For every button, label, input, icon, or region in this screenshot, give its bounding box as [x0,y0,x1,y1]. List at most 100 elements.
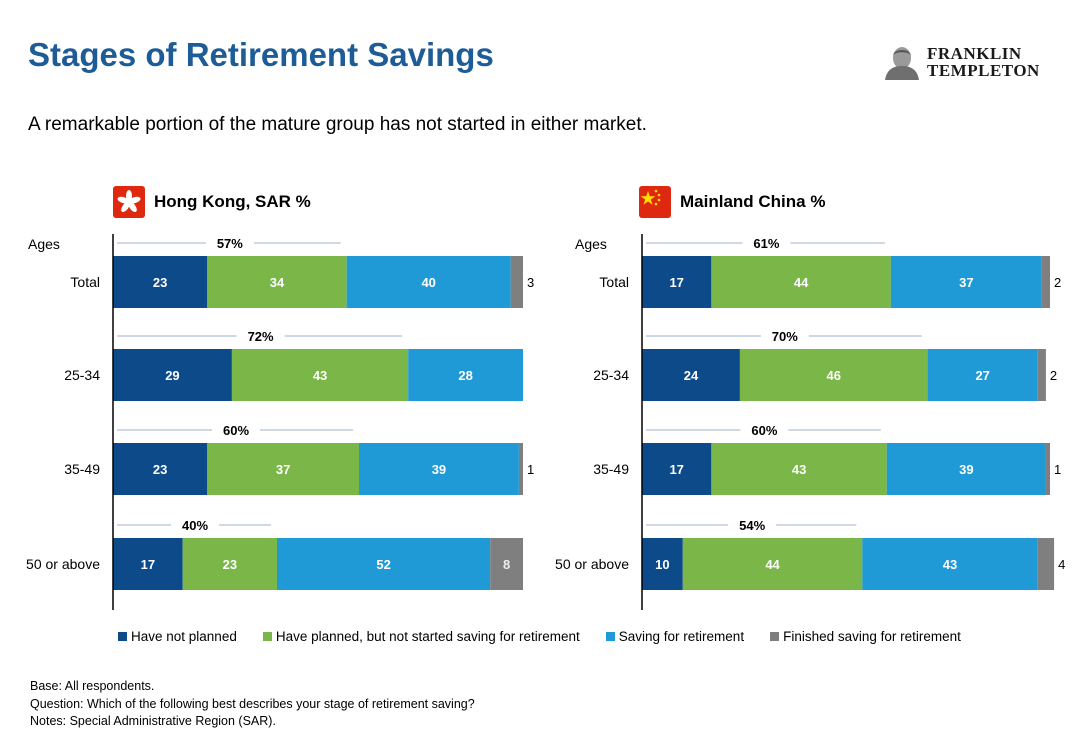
footnote-question: Question: Which of the following best de… [30,696,475,711]
data-label: 23 [153,462,167,477]
logo-line-1: FRANKLIN [927,44,1022,63]
cumulative-annotation: 61% [753,236,779,251]
page-subtitle: A remarkable portion of the mature group… [28,114,647,135]
data-label: 24 [684,368,699,383]
bar-segment-saving [346,256,511,308]
bar-segment-saving [359,443,519,495]
bar-segment-saving [886,443,1046,495]
chart-legend: Have not planned Have planned, but not s… [118,629,987,644]
data-label: 43 [313,368,327,383]
data-label: 23 [153,275,167,290]
legend-item-planned-not-started: Have planned, but not started saving for… [262,629,580,644]
bar-segment-have-not-planned [113,349,232,401]
bar-segment-have-not-planned [642,256,712,308]
bar-segment-finished [490,538,523,590]
cumulative-annotation: 60% [751,423,777,438]
bar-segment-saving [862,538,1038,590]
data-label: 8 [503,557,510,572]
bar-segment-planned-not-started [739,349,928,401]
data-label: 3 [527,275,534,290]
bar-segment-planned-not-started [207,256,347,308]
bar-segment-have-not-planned [642,443,712,495]
data-label: 44 [794,275,809,290]
cumulative-annotation: 40% [182,518,208,533]
category-label: 50 or above [26,556,100,572]
bar-segment-have-not-planned [113,256,208,308]
data-label: 39 [959,462,973,477]
bar-segment-have-not-planned [113,443,208,495]
data-label: 2 [1054,275,1061,290]
footnotes: Base: All respondents. Question: Which o… [30,678,475,731]
bar-segment-have-not-planned [642,349,740,401]
data-label: 34 [270,275,285,290]
footnote-base: Base: All respondents. [30,679,155,693]
bar-segment-finished [1045,443,1050,495]
data-label: 43 [792,462,806,477]
data-label: 37 [959,275,973,290]
legend-item-saving: Saving for retirement [605,629,745,644]
legend-label: Have planned, but not started saving for… [275,629,580,644]
bar-segment-planned-not-started [682,538,863,590]
bar-segment-planned-not-started [207,443,359,495]
cumulative-annotation: 54% [739,518,765,533]
ages-axis-label: Ages [28,236,60,252]
data-label: 43 [943,557,957,572]
data-label: 17 [141,557,155,572]
legend-label: Saving for retirement [618,629,745,644]
bar-segment-finished [518,443,523,495]
bar-segment-planned-not-started [231,349,409,401]
legend-swatch [605,632,615,641]
bar-segment-planned-not-started [711,443,887,495]
category-label: 25-34 [593,367,629,383]
category-label: Total [70,274,100,290]
bar-segment-finished [1037,349,1046,401]
legend-item-finished: Finished saving for retirement [770,629,961,644]
page-title: Stages of Retirement Savings [28,36,494,73]
data-label: 27 [975,368,989,383]
bar-segment-saving [408,349,523,401]
bar-segment-planned-not-started [182,538,277,590]
bar-segment-saving [927,349,1038,401]
legend-label: Have not planned [131,629,237,644]
bar-segment-have-not-planned [113,538,183,590]
category-label: 50 or above [555,556,629,572]
category-label: 35-49 [64,461,100,477]
category-label: 35-49 [593,461,629,477]
legend-swatch [262,632,272,641]
data-label: 17 [669,462,683,477]
china-flag-icon [639,186,671,218]
legend-swatch [770,632,780,641]
category-label: 25-34 [64,367,100,383]
cumulative-annotation: 72% [248,329,274,344]
bar-segment-saving [277,538,491,590]
data-label: 39 [432,462,446,477]
data-label: 1 [527,462,534,477]
data-label: 28 [458,368,472,383]
data-label: 37 [276,462,290,477]
category-label: Total [599,274,629,290]
data-label: 44 [765,557,780,572]
logo-line-2: TEMPLETON [927,61,1040,80]
data-label: 1 [1054,462,1061,477]
data-label: 4 [1058,557,1065,572]
footnote-notes: Notes: Special Administrative Region (SA… [30,714,276,728]
hong-kong-flag-icon [113,186,145,218]
data-label: 46 [827,368,841,383]
bar-segment-planned-not-started [711,256,891,308]
data-label: 40 [421,275,435,290]
data-label: 23 [223,557,237,572]
hk-chart-title: Hong Kong, SAR % [154,192,311,211]
cn-panel-title: Mainland China % [639,186,825,218]
data-label: 17 [669,275,683,290]
hk-panel-title: Hong Kong, SAR % [113,186,311,218]
legend-swatch [118,632,127,641]
bar-segment-finished [1041,256,1050,308]
cumulative-annotation: 70% [772,329,798,344]
franklin-templeton-logo: FRANKLIN TEMPLETON [883,44,1040,80]
ages-axis-label: Ages [575,236,607,252]
data-label: 52 [376,557,390,572]
data-label: 10 [655,557,669,572]
bar-segment-have-not-planned [642,538,683,590]
legend-item-have-not-planned: Have not planned [118,629,237,644]
